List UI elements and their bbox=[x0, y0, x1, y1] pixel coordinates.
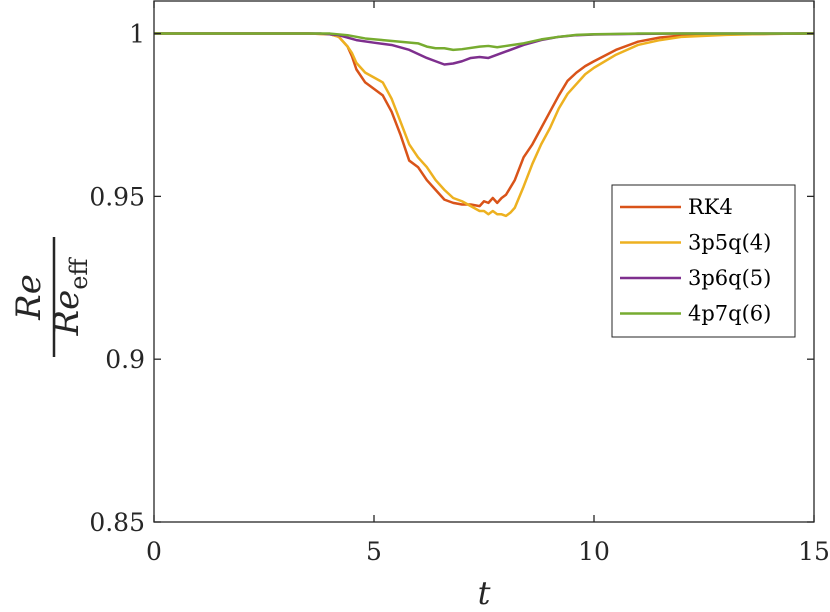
legend-box bbox=[611, 184, 796, 338]
y-tick-label: 0.85 bbox=[89, 508, 145, 537]
y-axis-label-denominator: Re bbox=[9, 274, 49, 321]
y-axis: 0.85 0.9 0.95 1 bbox=[89, 20, 814, 537]
legend-label: 3p5q(4) bbox=[688, 231, 771, 255]
x-tick-label: 15 bbox=[798, 537, 830, 566]
y-tick-label: 0.95 bbox=[89, 182, 145, 211]
series-line bbox=[154, 32, 814, 208]
x-tick-label: 5 bbox=[366, 537, 382, 566]
y-axis-label: Reeff Re bbox=[9, 237, 93, 357]
y-tick-label: 1 bbox=[129, 20, 145, 49]
series-line bbox=[154, 32, 814, 52]
series-layer bbox=[154, 32, 814, 218]
legend: RK4 3p5q(4) 3p6q(5) 4p7q(6) bbox=[611, 184, 796, 338]
series-line bbox=[154, 32, 814, 218]
x-axis: 0 5 10 15 bbox=[146, 1, 830, 566]
x-tick-label: 10 bbox=[578, 537, 610, 566]
x-axis-label: t bbox=[478, 574, 491, 612]
legend-label: RK4 bbox=[688, 195, 733, 219]
y-tick-label: 0.9 bbox=[105, 345, 145, 374]
legend-label: 4p7q(6) bbox=[688, 302, 771, 326]
axes-box bbox=[153, 0, 815, 523]
x-tick-label: 0 bbox=[146, 537, 162, 566]
legend-label: 3p6q(5) bbox=[688, 266, 771, 290]
legend-items: RK4 3p5q(4) 3p6q(5) 4p7q(6) bbox=[620, 195, 771, 326]
